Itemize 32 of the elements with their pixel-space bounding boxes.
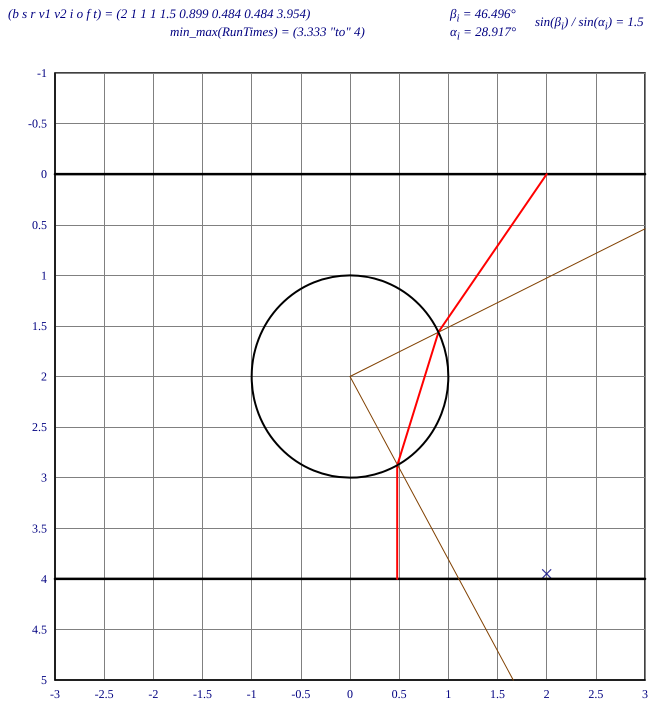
y-tick-label: 2 <box>41 370 47 384</box>
text: β$_{i}$ = 46.496° <box>450 6 516 25</box>
x-tick-label: -3 <box>50 687 60 701</box>
text: α$_{i}$ = 28.917° <box>450 24 516 43</box>
y-tick-label: 1 <box>41 268 47 282</box>
x-tick-label: -2 <box>148 687 158 701</box>
x-tick-label: 1.5 <box>490 687 505 701</box>
y-tick-label: 2.5 <box>32 420 47 434</box>
x-tick-label: -0.5 <box>291 687 310 701</box>
text: min_max(RunTimes) = (3.333 "to" 4) <box>170 24 365 40</box>
x-tick-label: 0.5 <box>392 687 407 701</box>
y-tick-label: 5 <box>41 673 47 687</box>
y-tick-label: -0.5 <box>28 116 47 131</box>
y-tick-label: 0 <box>41 167 47 182</box>
x-tick-label: 3 <box>642 687 648 701</box>
x-tick-label: -1 <box>246 687 257 701</box>
y-tick-label: 3 <box>41 470 47 485</box>
x-tick-label: -2.5 <box>94 687 114 701</box>
text: (b s r v1 v2 i o f t) = (2 1 1 1 1.5 0.899 0.484 0.484 3.954) <box>8 6 310 22</box>
x-tick-label: 2.5 <box>588 687 604 701</box>
y-tick-label: 3.5 <box>32 521 47 536</box>
x-tick-label: 0 <box>347 687 353 701</box>
y-tick-label: 1.5 <box>32 318 47 333</box>
y-tick-label: -1 <box>37 66 47 80</box>
text: sin(β$_{i}$) / sin(α$_{i}$) = 1.5 <box>535 14 644 33</box>
x-tick-label: -1.5 <box>193 687 212 701</box>
x-tick-label: 1 <box>445 687 452 701</box>
x-tick-label: 2 <box>544 687 550 701</box>
y-tick-label: 4 <box>41 572 47 586</box>
y-tick-label: 0.5 <box>32 218 47 232</box>
y-tick-label: 4.5 <box>32 622 47 636</box>
line-series <box>396 173 548 580</box>
